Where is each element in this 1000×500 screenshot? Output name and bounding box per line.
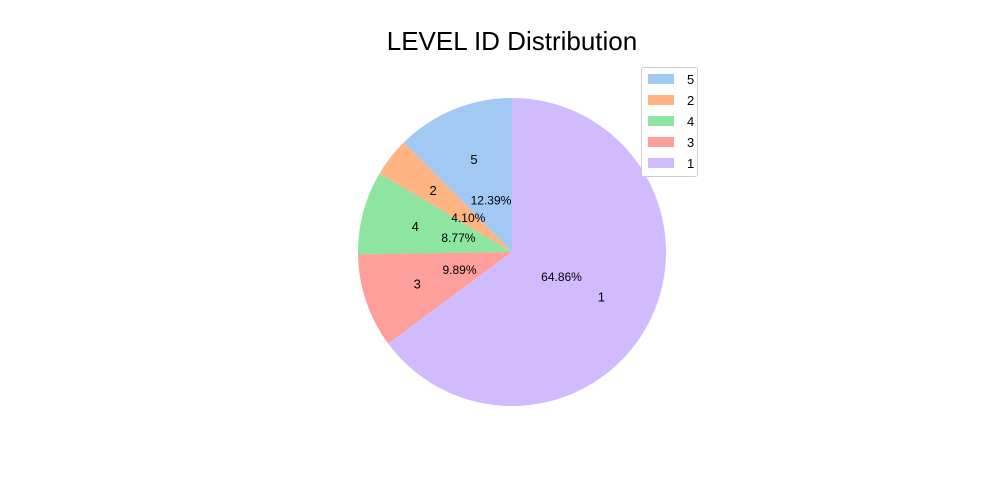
legend-swatch	[648, 158, 674, 168]
legend-label: 4	[687, 113, 695, 129]
slice-label-3: 3	[414, 277, 421, 292]
legend-label: 1	[687, 155, 695, 171]
pie-slice-2	[379, 142, 512, 252]
legend-swatch	[648, 74, 674, 84]
legend-label: 5	[687, 71, 695, 87]
legend-label: 2	[687, 92, 695, 108]
pct-label-3: 9.89%	[442, 263, 476, 277]
legend-item-2: 2	[648, 92, 695, 108]
legend-item-3: 3	[648, 134, 695, 150]
legend-label: 3	[687, 134, 695, 150]
legend-swatch	[648, 95, 674, 105]
pct-label-1: 64.86%	[541, 270, 582, 284]
slice-label-5: 5	[470, 152, 477, 167]
legend-item-5: 5	[648, 71, 695, 87]
pct-label-4: 8.77%	[441, 231, 475, 245]
chart-title: LEVEL ID Distribution	[386, 26, 638, 56]
slice-label-4: 4	[412, 219, 419, 234]
legend: 5 2 4 3 1	[641, 67, 698, 177]
legend-item-4: 4	[648, 113, 695, 129]
legend-swatch	[648, 137, 674, 147]
pct-label-5: 12.39%	[471, 194, 512, 208]
slice-label-2: 2	[430, 183, 437, 198]
slice-label-1: 1	[598, 290, 605, 305]
legend-swatch	[648, 116, 674, 126]
pie-slice-1	[388, 98, 666, 406]
pie-slice-5	[403, 98, 512, 252]
pie-slice-3	[358, 252, 512, 344]
pie-slice-4	[357, 173, 512, 255]
pct-label-2: 4.10%	[451, 211, 485, 225]
legend-item-1: 1	[648, 155, 695, 171]
